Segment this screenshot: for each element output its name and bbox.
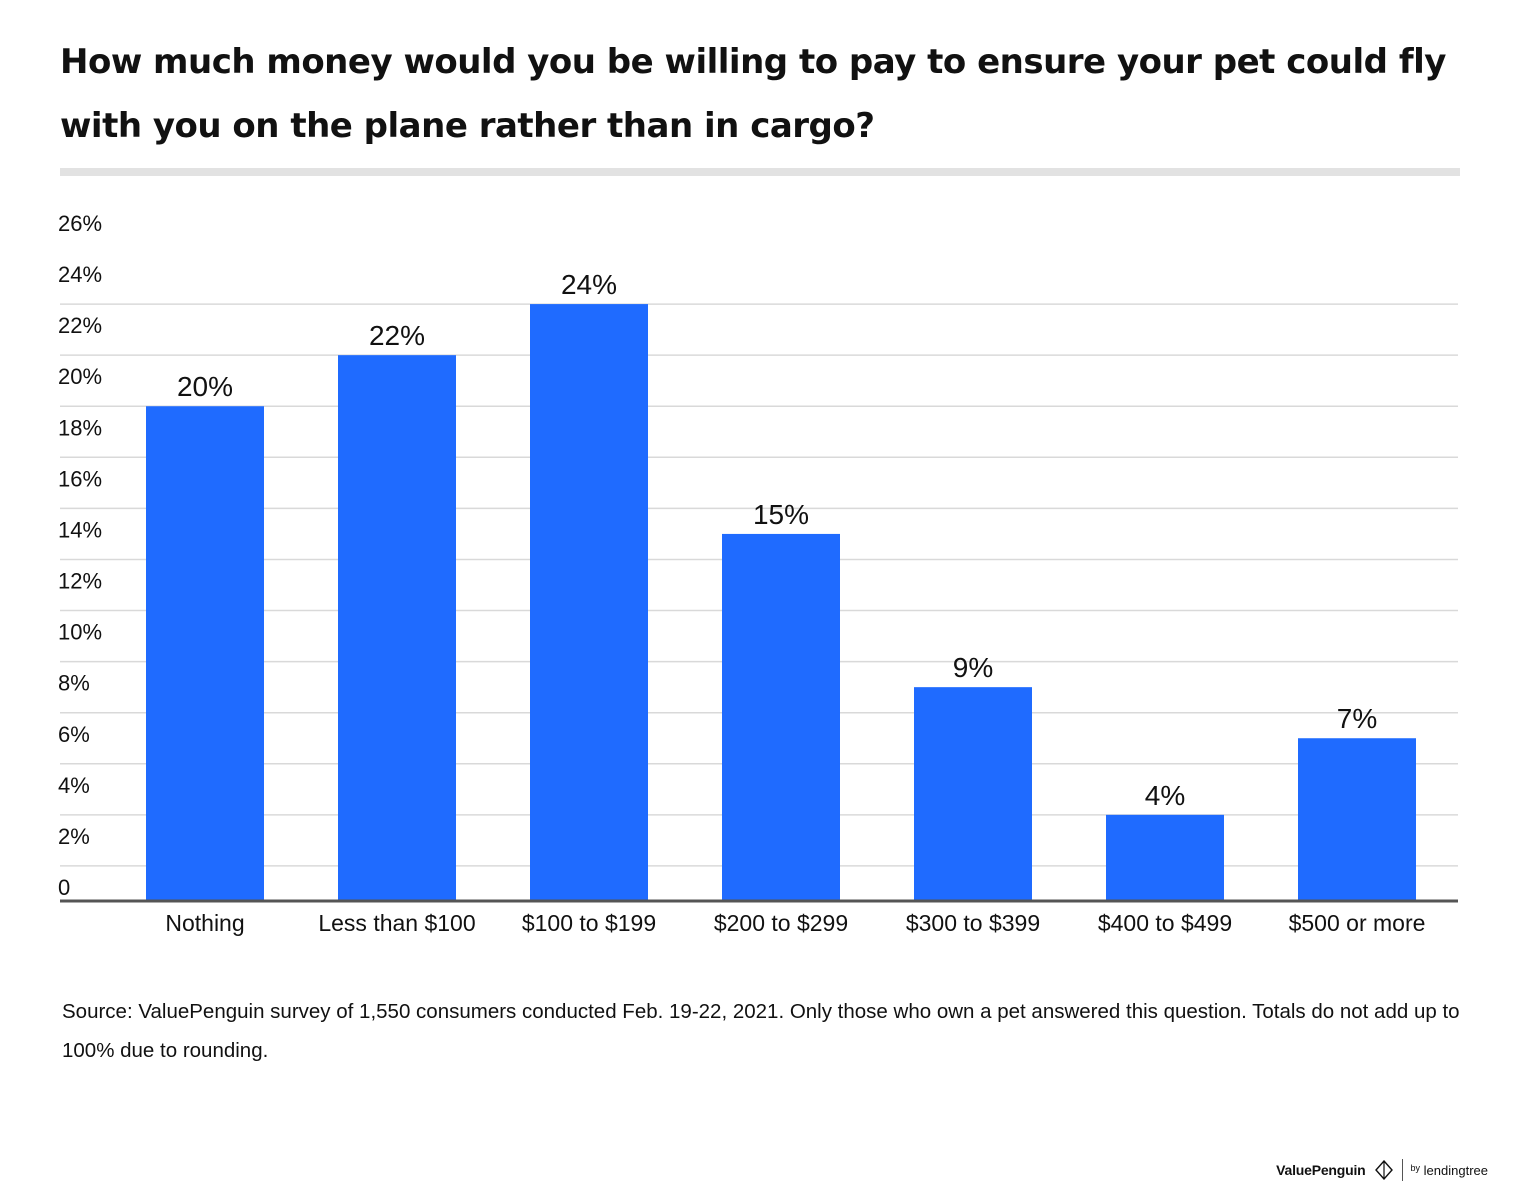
y-tick-label: 0	[58, 875, 70, 900]
y-tick-label: 2%	[58, 824, 90, 849]
y-tick-label: 14%	[58, 517, 102, 542]
data-label: 24%	[561, 269, 617, 300]
bars	[146, 304, 1416, 902]
x-category-label: $400 to $499	[1098, 910, 1232, 936]
x-category-label: $300 to $399	[906, 910, 1040, 936]
x-category-label: $200 to $299	[714, 910, 848, 936]
brand-separator	[1401, 1159, 1403, 1181]
x-axis-categories: Nothing Less than $100 $100 to $199 $200 to…	[165, 910, 1425, 936]
y-axis-ticks: 0 2% 4% 6% 8% 10% 12% 14% 16% 18% 20% 22% 24% 26%	[58, 211, 102, 900]
y-tick-label: 12%	[58, 569, 102, 594]
bar	[914, 687, 1032, 901]
data-label: 7%	[1337, 703, 1377, 734]
data-label: 9%	[953, 652, 993, 683]
y-tick-label: 22%	[58, 313, 102, 338]
bar	[1106, 814, 1224, 901]
x-category-label: $100 to $199	[522, 910, 656, 936]
y-tick-label: 16%	[58, 466, 102, 491]
data-label: 22%	[369, 320, 425, 351]
bar	[1298, 738, 1416, 901]
bar	[338, 355, 456, 902]
y-tick-label: 4%	[58, 773, 90, 798]
y-tick-label: 18%	[58, 415, 102, 440]
data-label: 4%	[1145, 780, 1185, 811]
bar	[530, 304, 648, 902]
bar-chart: 0 2% 4% 6% 8% 10% 12% 14% 16% 18% 20% 22% 24% 26% 20%…	[58, 211, 1458, 936]
bar	[722, 533, 840, 901]
y-tick-label: 20%	[58, 364, 102, 389]
y-tick-label: 24%	[58, 262, 102, 287]
brand-logo: ValuePenguin by lendingtree	[1276, 1156, 1488, 1184]
x-category-label: Nothing	[165, 910, 244, 936]
bar	[146, 406, 264, 901]
y-tick-label: 8%	[58, 671, 90, 696]
y-tick-label: 26%	[58, 211, 102, 236]
data-labels: 20% 22% 24% 15% 9% 4% 7%	[177, 269, 1377, 811]
data-label: 15%	[753, 499, 809, 530]
y-tick-label: 10%	[58, 620, 102, 645]
penguin-logo-icon	[1374, 1160, 1393, 1180]
title-divider	[60, 168, 1460, 176]
source-note: Source: ValuePenguin survey of 1,550 con…	[62, 1000, 1460, 1062]
x-category-label: $500 or more	[1289, 910, 1426, 936]
chart-title: How much money would you be willing to p…	[60, 42, 1446, 146]
y-tick-label: 6%	[58, 722, 90, 747]
partner-name: by lendingtree	[1410, 1162, 1488, 1178]
x-category-label: Less than $100	[318, 910, 475, 936]
brand-name: ValuePenguin	[1276, 1162, 1366, 1178]
data-label: 20%	[177, 371, 233, 402]
